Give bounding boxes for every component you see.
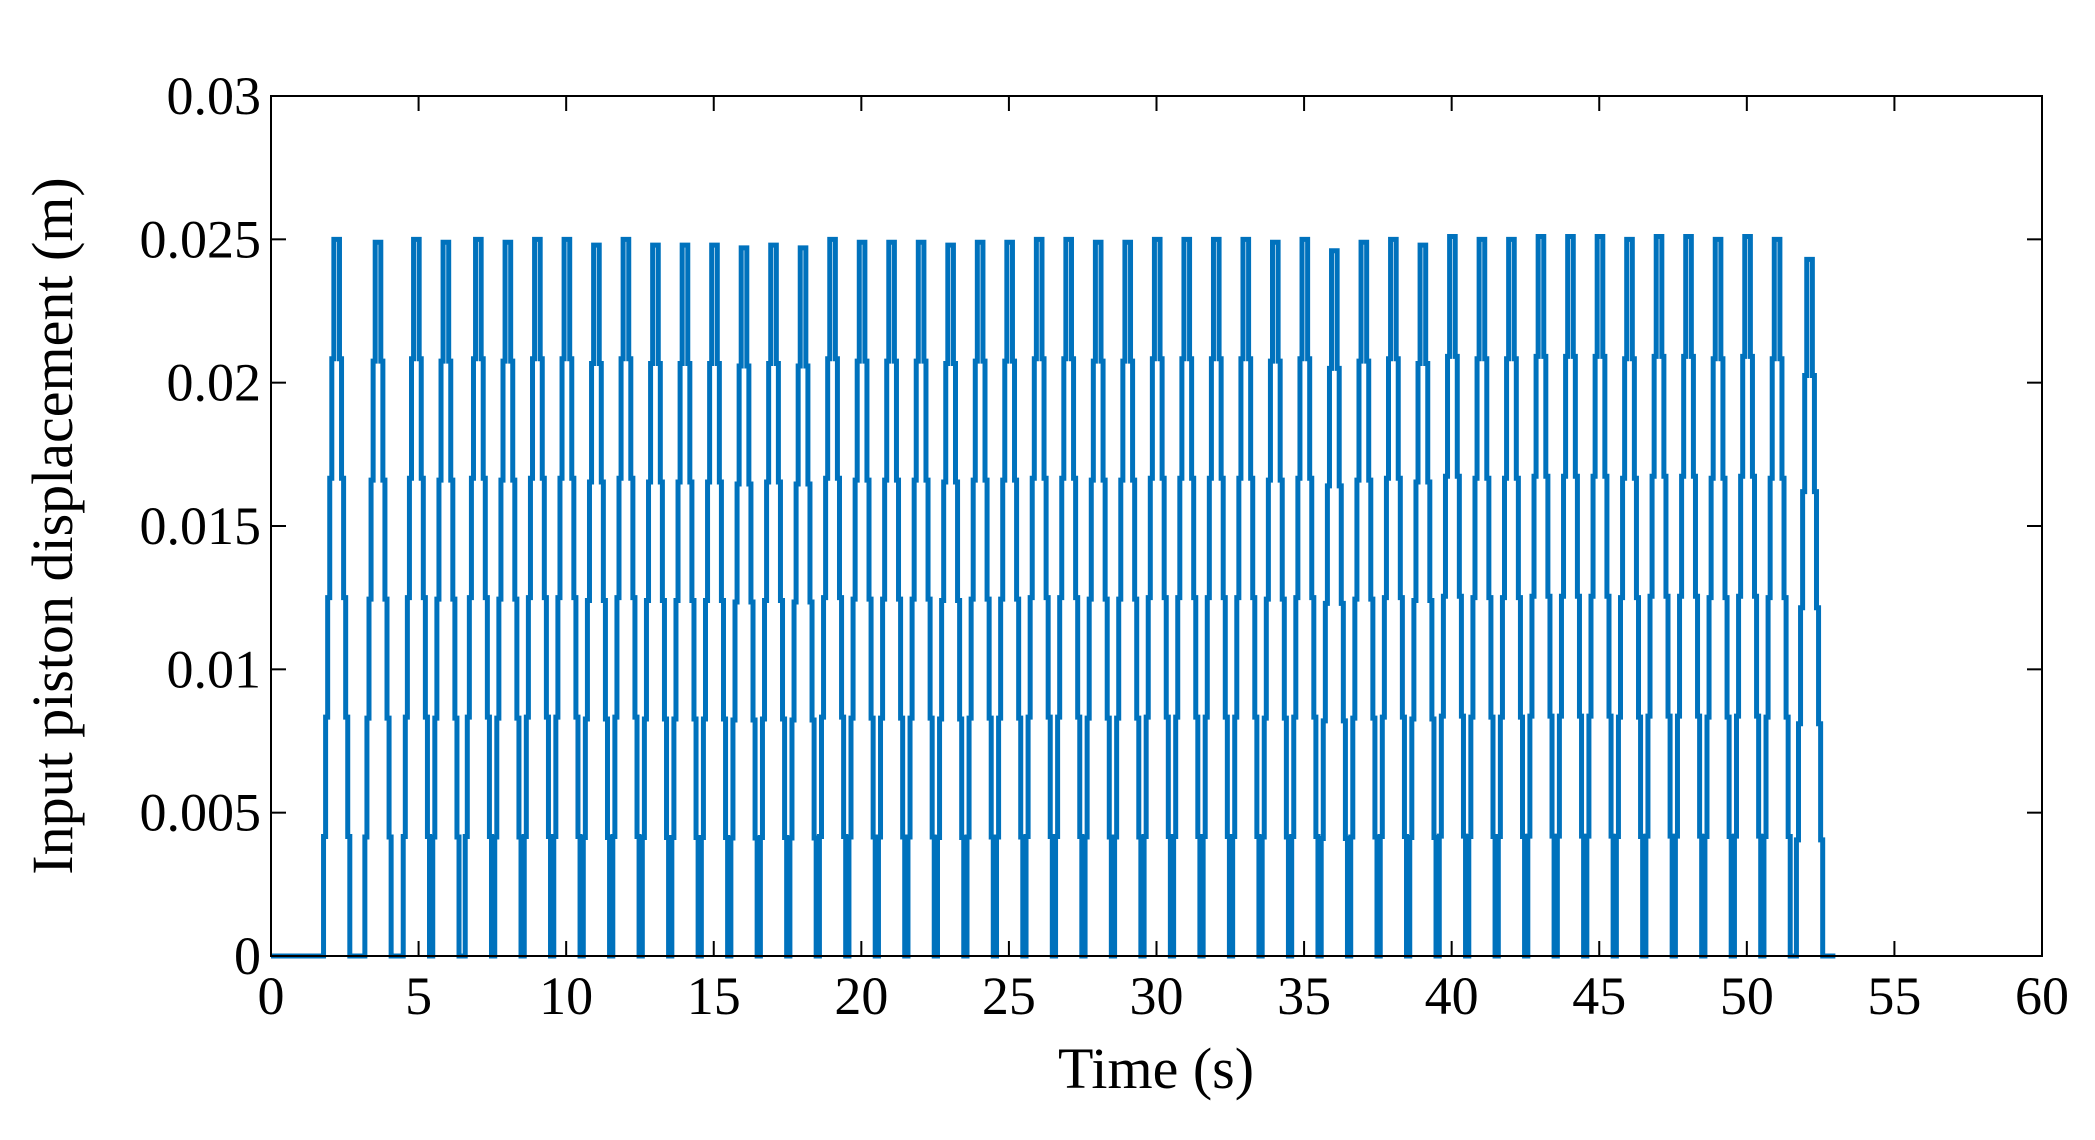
x-tick-label: 15	[687, 966, 741, 1026]
x-tick-label: 40	[1425, 966, 1479, 1026]
x-tick-label: 45	[1572, 966, 1626, 1026]
x-tick-label: 30	[1130, 966, 1184, 1026]
y-tick-label: 0.01	[167, 639, 262, 699]
y-tick-label: 0.015	[140, 496, 262, 556]
x-tick-label: 35	[1277, 966, 1331, 1026]
x-tick-label: 25	[982, 966, 1036, 1026]
y-axis-title: Input piston displacement (m)	[20, 177, 85, 874]
x-tick-label: 10	[539, 966, 593, 1026]
x-tick-label: 60	[2015, 966, 2069, 1026]
y-tick-label: 0.025	[140, 209, 262, 269]
x-tick-label: 20	[834, 966, 888, 1026]
x-tick-label: 0	[258, 966, 285, 1026]
y-tick-label: 0	[234, 926, 261, 986]
x-tick-label: 5	[405, 966, 432, 1026]
y-tick-label: 0.03	[167, 66, 262, 126]
x-tick-label: 50	[1720, 966, 1774, 1026]
x-tick-label: 55	[1867, 966, 1921, 1026]
x-axis-title: Time (s)	[1058, 1036, 1254, 1101]
y-tick-label: 0.02	[167, 353, 262, 413]
y-tick-label: 0.005	[140, 783, 262, 843]
